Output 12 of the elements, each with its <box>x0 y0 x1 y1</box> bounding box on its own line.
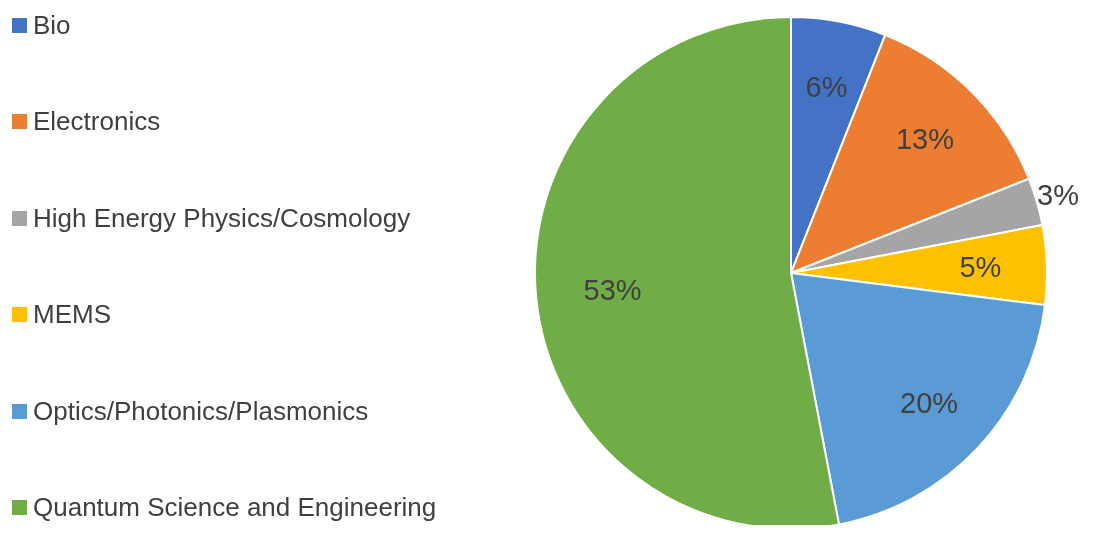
legend-label: MEMS <box>33 299 111 331</box>
data-label: 13% <box>895 123 954 156</box>
data-label: 3% <box>1037 179 1079 212</box>
data-label: 6% <box>805 70 848 103</box>
data-label: 20% <box>900 386 959 419</box>
legend-label: High Energy Physics/Cosmology <box>33 202 411 234</box>
data-label: 53% <box>583 273 642 306</box>
data-label: 5% <box>959 251 1002 284</box>
legend-label: Quantum Science and Engineering <box>33 492 437 524</box>
legend-label: Electronics <box>33 106 161 138</box>
legend-label: Bio <box>33 9 71 41</box>
legend-label: Optics/Photonics/Plasmonics <box>33 395 369 427</box>
